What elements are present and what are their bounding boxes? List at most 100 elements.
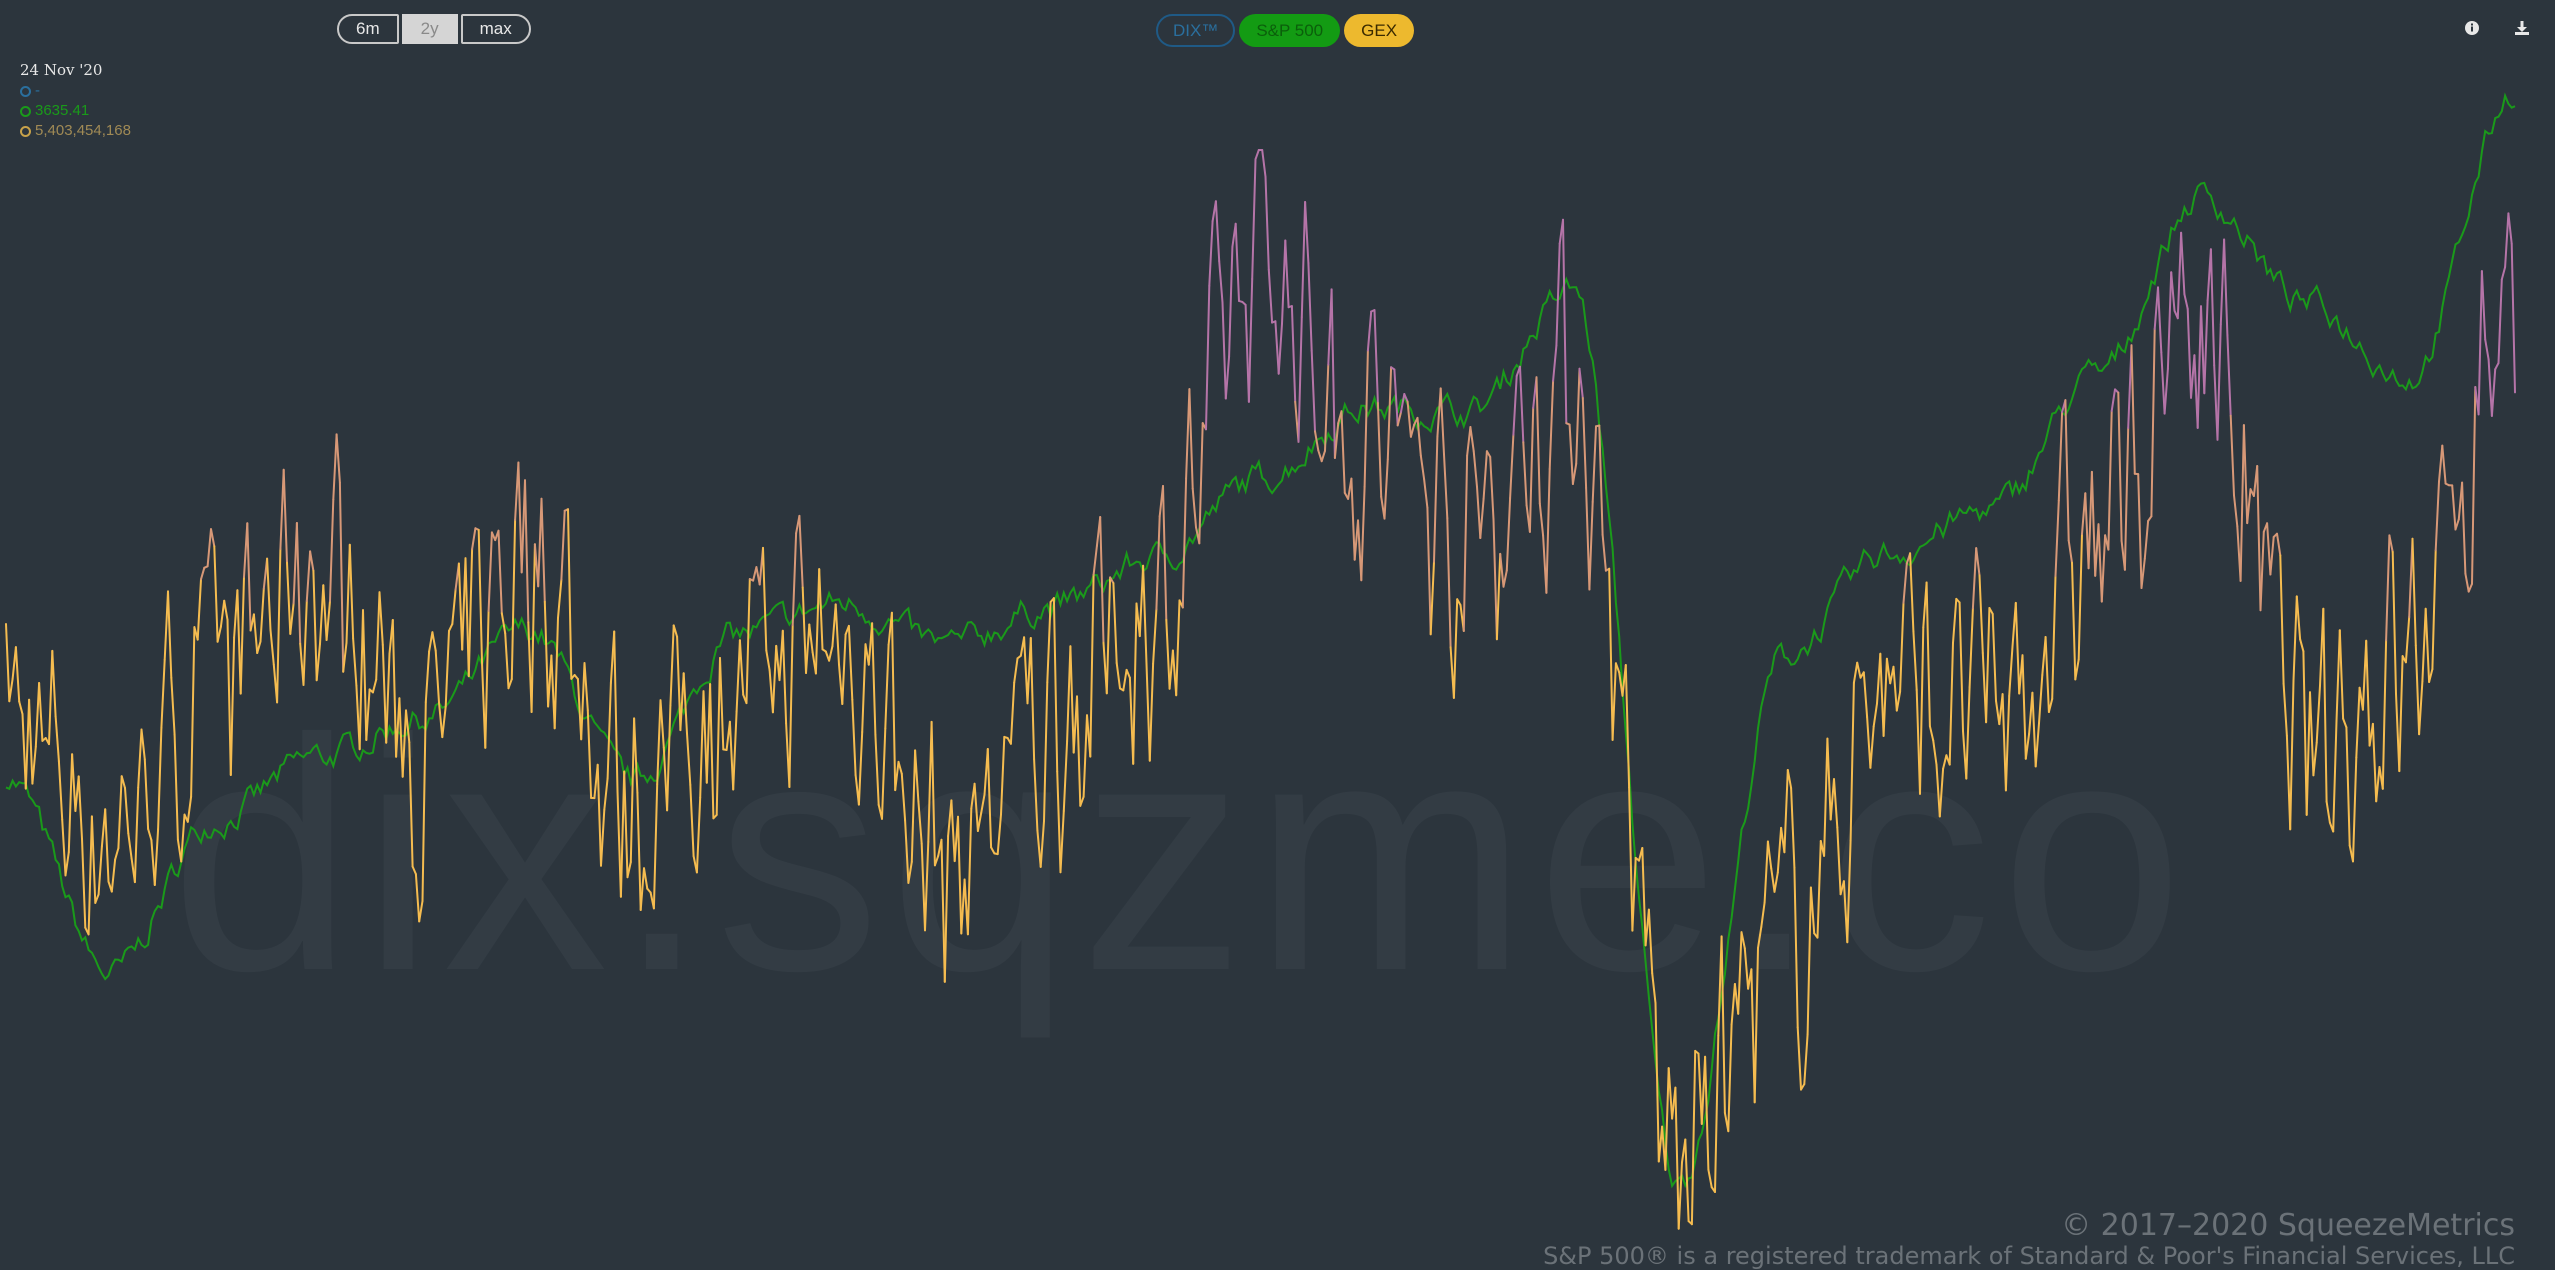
gex-segment (2343, 719, 2346, 728)
gex-segment (1427, 508, 1430, 635)
gex-segment (773, 646, 776, 712)
gex-segment (1299, 317, 1302, 442)
gex-segment (2006, 696, 2009, 790)
range-button-2y[interactable]: 2y (402, 14, 458, 44)
gex-segment (1490, 457, 1493, 520)
gex-segment (2436, 482, 2439, 551)
series-toggle-dix[interactable]: DIX™ (1156, 14, 1235, 47)
gex-segment (1573, 464, 1576, 484)
gex-segment (1761, 903, 1764, 928)
gex-segment (621, 772, 624, 897)
range-button-6m[interactable]: 6m (337, 14, 399, 44)
gex-segment (1837, 827, 1840, 894)
gex-segment (1708, 1170, 1711, 1188)
series-toggle-gex[interactable]: GEX (1344, 14, 1414, 47)
gex-segment (1044, 682, 1047, 821)
gex-segment (360, 610, 363, 749)
gex-segment (1784, 770, 1787, 852)
gex-segment (988, 749, 991, 847)
gex-segment (1504, 570, 1507, 586)
gex-segment (1401, 394, 1404, 412)
gex-segment (320, 585, 323, 644)
gex-segment (502, 613, 505, 633)
gex-segment (138, 730, 141, 788)
gex-segment (2244, 425, 2247, 523)
gex-segment (79, 776, 82, 838)
gex-segment (2211, 249, 2214, 365)
gex-segment (228, 620, 231, 775)
gex-segment (1824, 739, 1827, 856)
gex-segment (2181, 233, 2184, 294)
gex-segment (2303, 651, 2306, 815)
gex-segment (313, 571, 316, 680)
gex-segment (1540, 503, 1543, 535)
gex-segment (1223, 303, 1226, 399)
gex-segment (1791, 788, 1794, 868)
gex-segment (2499, 280, 2502, 364)
gex-segment (2489, 359, 2492, 416)
gex-segment (518, 463, 521, 573)
gex-segment (92, 816, 95, 903)
series-toggle-spx[interactable]: S&P 500 (1239, 14, 1340, 47)
gex-segment (2416, 645, 2419, 734)
gex-segment (1550, 381, 1553, 469)
gex-segment (2032, 693, 2035, 767)
gex-segment (6, 624, 9, 701)
gex-segment (198, 579, 201, 639)
gex-segment (105, 809, 108, 881)
gex-segment (803, 588, 806, 674)
legend-dix-value: - (35, 81, 40, 101)
gex-segment (2432, 550, 2435, 669)
gex-segment (201, 568, 204, 580)
gex-segment (836, 604, 839, 664)
gex-segment (819, 569, 822, 649)
gex-segment (585, 663, 588, 710)
gex-segment (912, 750, 915, 862)
download-icon[interactable] (2512, 18, 2532, 38)
gex-segment (902, 774, 905, 821)
range-button-max[interactable]: max (461, 14, 531, 44)
gex-segment (1755, 948, 1758, 1102)
gex-segment (793, 533, 796, 625)
gex-segment (472, 528, 475, 549)
gex-segment (479, 530, 482, 663)
gex-segment (191, 627, 194, 797)
gex-segment (16, 647, 19, 701)
legend-row-gex: 5,403,454,168 (20, 121, 131, 141)
gex-segment (2184, 294, 2187, 309)
gex-segment (885, 645, 888, 729)
gex-segment (2151, 329, 2154, 516)
gex-segment (1966, 687, 1969, 779)
gex-segment (393, 620, 396, 757)
gex-segment (1887, 659, 1890, 684)
gex-segment (2310, 692, 2313, 775)
gex-segment (2426, 609, 2429, 682)
gex-segment (363, 610, 366, 740)
range-selector: 6m 2y max (337, 14, 531, 44)
info-icon[interactable] (2462, 18, 2482, 38)
gex-segment (2346, 727, 2349, 845)
gex-segment (442, 707, 445, 738)
gex-segment (1920, 627, 1923, 794)
gex-segment (347, 545, 350, 643)
gex-segment (1236, 224, 1239, 301)
credits: © 2017–2020 SqueezeMetrics S&P 500® is a… (1543, 1209, 2515, 1269)
legend-row-spx: 3635.41 (20, 101, 131, 121)
gex-segment (1447, 518, 1450, 647)
gex-segment (2218, 324, 2221, 440)
gex-segment (350, 545, 353, 639)
gex-segment (958, 817, 961, 934)
gex-segment (1305, 202, 1308, 263)
gex-segment (2052, 576, 2055, 699)
gex-segment (175, 735, 178, 840)
gex-segment (763, 548, 766, 651)
gex-segment (631, 718, 634, 862)
gex-segment (1219, 261, 1222, 302)
gex-segment (2307, 692, 2310, 815)
gex-segment (1940, 769, 1943, 817)
gex-segment (905, 821, 908, 883)
gex-segment (148, 829, 151, 840)
gex-segment (697, 798, 700, 873)
gex-segment (568, 509, 571, 679)
